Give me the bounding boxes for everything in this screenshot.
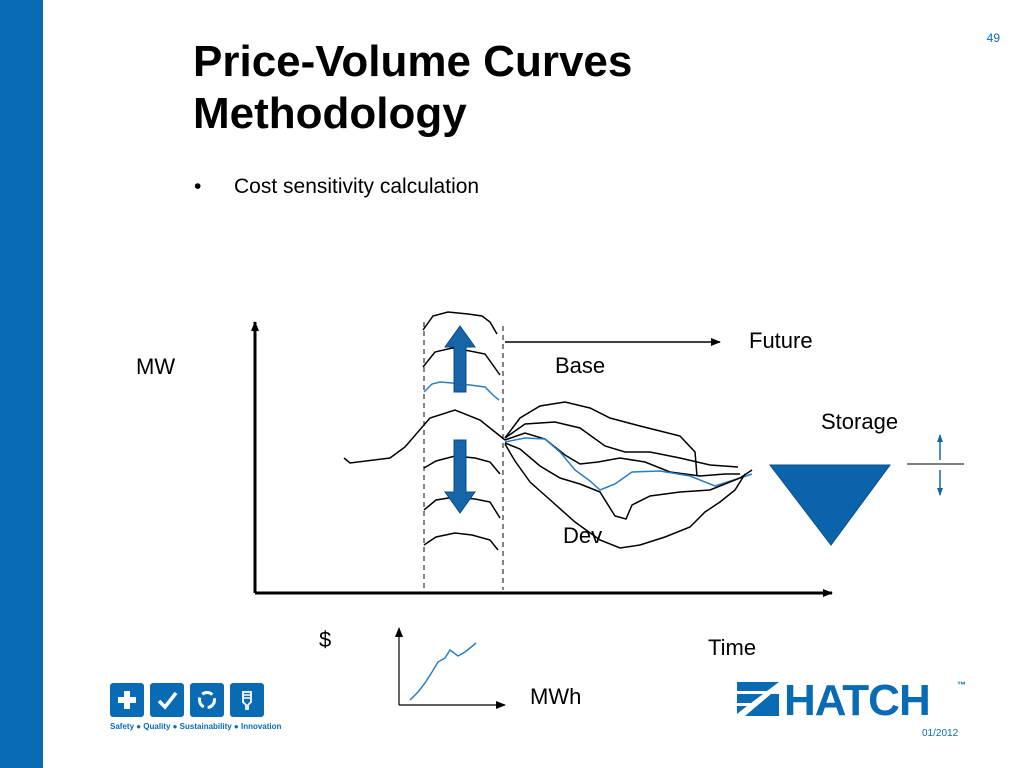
inset-price-curve bbox=[409, 642, 477, 701]
cross-icon bbox=[110, 683, 144, 717]
bullet-marker: • bbox=[194, 175, 202, 198]
slide-number: 49 bbox=[986, 31, 1000, 45]
future-label: Future bbox=[749, 328, 813, 353]
hatch-brand: HATCH bbox=[784, 676, 931, 725]
dev-curve-3 bbox=[504, 432, 740, 477]
slide-date: 01/2012 bbox=[922, 728, 959, 739]
dev-curve-1 bbox=[504, 401, 698, 477]
values-logo bbox=[110, 683, 264, 717]
recycle-icon bbox=[190, 683, 224, 717]
bullet-item: • Cost sensitivity calculation bbox=[194, 175, 479, 199]
dev-curve-2 bbox=[504, 421, 739, 468]
storage-label: Storage bbox=[821, 409, 899, 434]
title-line-1: Price-Volume Curves bbox=[193, 37, 633, 86]
slide-title: Price-Volume Curves Methodology bbox=[193, 36, 632, 140]
mw-axis-label: MW bbox=[136, 354, 176, 379]
values-tagline: Safety ● Quality ● Sustainability ● Inno… bbox=[110, 722, 282, 731]
base-curve bbox=[343, 409, 506, 464]
lightbulb-icon bbox=[230, 683, 264, 717]
dev-curve-4 bbox=[504, 442, 753, 520]
dev-curve-blue bbox=[504, 437, 753, 491]
time-axis-label: Time bbox=[708, 635, 757, 660]
base-label: Base bbox=[555, 353, 606, 378]
down-arrow bbox=[444, 439, 476, 514]
check-icon bbox=[150, 683, 184, 717]
down-curve-3 bbox=[423, 532, 499, 551]
bullet-text: Cost sensitivity calculation bbox=[234, 175, 480, 198]
inset-mwh-label: MWh bbox=[530, 684, 582, 709]
storage-triangle bbox=[768, 464, 891, 546]
up-curve-top bbox=[422, 311, 498, 335]
hatch-stripes-icon bbox=[737, 682, 779, 716]
side-bar bbox=[0, 0, 43, 768]
hatch-trademark: ™ bbox=[957, 680, 966, 690]
title-line-2: Methodology bbox=[193, 89, 467, 138]
dev-curve-5 bbox=[504, 443, 746, 549]
up-arrow bbox=[444, 325, 476, 393]
up-curve-2 bbox=[422, 347, 501, 376]
inset-dollar-label: $ bbox=[319, 627, 332, 652]
dev-label: Dev bbox=[563, 523, 603, 548]
